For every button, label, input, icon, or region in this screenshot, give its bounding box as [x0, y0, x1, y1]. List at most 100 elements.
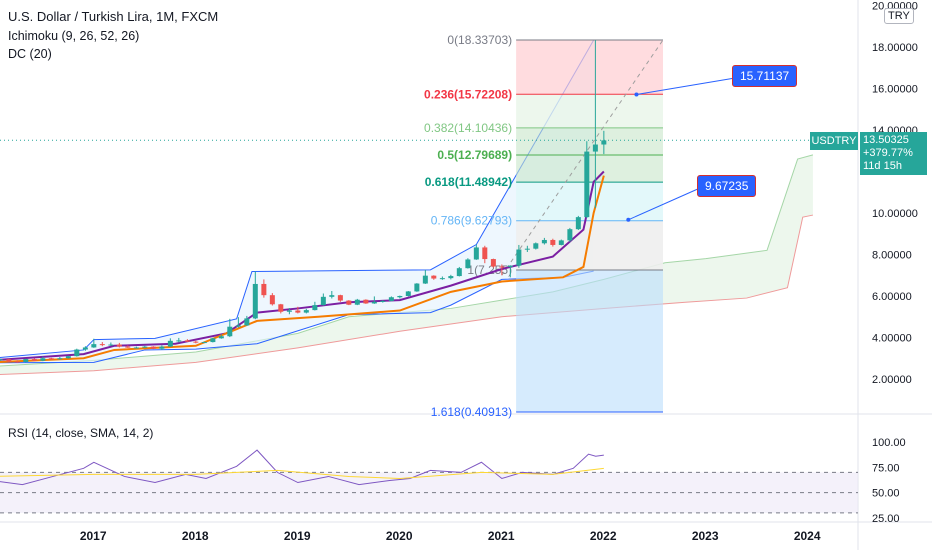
candle-body — [116, 344, 122, 347]
fib-level-label: 1.618(0.40913) — [431, 405, 512, 419]
candle-body — [184, 340, 190, 342]
candle-body — [312, 305, 318, 311]
candle-body — [558, 240, 564, 245]
callout-upper[interactable]: 15.71137 — [732, 65, 798, 87]
candle-body — [252, 283, 258, 319]
candle-body — [218, 336, 224, 339]
fib-zone — [516, 94, 663, 128]
candle-body — [303, 310, 309, 313]
candle-body — [23, 359, 29, 362]
candle-body — [167, 340, 173, 347]
price-tick-label: 4.00000 — [872, 332, 912, 344]
candle-body — [48, 358, 54, 360]
candle-body — [422, 275, 428, 284]
time-tick-label: 2022 — [590, 529, 617, 543]
candle-body — [244, 318, 250, 326]
time-tick-label: 2018 — [182, 529, 209, 543]
fib-level-label: 0.236(15.72208) — [424, 87, 512, 101]
time-tick-label: 2019 — [284, 529, 311, 543]
chart-title: U.S. Dollar / Turkish Lira, 1M, FXCM — [8, 9, 219, 24]
candle-body — [499, 266, 505, 268]
candle-body — [176, 340, 182, 342]
candle-body — [210, 338, 216, 343]
candle-body — [524, 248, 530, 250]
candle-body — [40, 358, 46, 361]
callout-anchor — [634, 92, 639, 97]
time-tick-label: 2020 — [386, 529, 413, 543]
candle-body — [439, 278, 445, 280]
candle-body — [507, 265, 513, 267]
price-change: +379.77% — [863, 147, 913, 159]
time-tick-label: 2024 — [794, 529, 821, 543]
candle-body — [405, 291, 411, 296]
fib-zone — [516, 220, 663, 270]
candle-body — [516, 249, 522, 266]
candle-body — [91, 344, 97, 348]
candle-body — [601, 140, 607, 145]
fib-level-label: 0.5(12.79689) — [437, 148, 512, 162]
price-tick-label: 10.00000 — [872, 208, 918, 220]
candle-body — [31, 359, 37, 361]
candle-body — [567, 229, 573, 241]
candle-body — [57, 358, 63, 360]
candle-body — [575, 217, 581, 230]
price-tick-label: 6.00000 — [872, 291, 912, 303]
candle-body — [337, 295, 343, 301]
fib-zone — [516, 269, 663, 412]
fib-level-label: 0(18.33703) — [447, 33, 512, 47]
candle-body — [201, 342, 207, 344]
rsi-legend[interactable]: RSI (14, close, SMA, 14, 2) — [8, 426, 154, 440]
price-tick-label: 8.00000 — [872, 249, 912, 261]
candle-body — [150, 346, 156, 349]
candle-body — [125, 346, 131, 348]
fib-level-label: 1(7.255) — [467, 263, 512, 277]
candle-body — [269, 295, 275, 305]
last-price: 13.50325 — [863, 134, 909, 146]
candle-body — [108, 344, 114, 346]
rsi-tick-label: 75.00 — [872, 462, 900, 474]
callout-lower[interactable]: 9.67235 — [697, 175, 757, 197]
candle-body — [159, 346, 165, 349]
callout-connector — [628, 187, 701, 221]
candle-body — [0, 359, 3, 361]
candle-body — [286, 310, 292, 312]
candle-body — [533, 243, 539, 249]
candle-body — [448, 276, 454, 279]
donchian-legend[interactable]: DC (20) — [8, 47, 52, 61]
candle-body — [380, 300, 386, 302]
candle-body — [371, 301, 377, 304]
ichimoku-kijun — [0, 175, 605, 364]
callout-anchor — [626, 217, 631, 222]
rsi-tick-label: 100.00 — [872, 437, 906, 449]
candle-body — [295, 310, 301, 313]
candle-body — [388, 297, 394, 301]
candle-body — [193, 341, 199, 343]
candle-body — [14, 361, 20, 363]
candle-body — [363, 299, 369, 304]
candle-body — [482, 247, 488, 260]
candle-body — [541, 239, 547, 244]
fib-level-label: 0.382(14.10436) — [424, 121, 512, 135]
symbol-tag: USDTRY — [810, 132, 858, 150]
price-tick-label: 18.00000 — [872, 42, 918, 54]
candle-body — [414, 283, 420, 292]
time-tick-label: 2021 — [488, 529, 515, 543]
candle-body — [397, 295, 403, 298]
candle-body — [261, 283, 267, 296]
candle-body — [550, 239, 556, 245]
fib-level-label: 0.786(9.62793) — [431, 214, 512, 228]
time-tick-label: 2023 — [692, 529, 719, 543]
candle-body — [431, 275, 437, 279]
ichimoku-legend[interactable]: Ichimoku (9, 26, 52, 26) — [8, 29, 140, 43]
candle-body — [99, 344, 105, 346]
candle-body — [142, 346, 148, 348]
candle-body — [490, 259, 496, 267]
candle-body — [346, 300, 352, 305]
time-tick-label: 2017 — [80, 529, 107, 543]
candle-body — [74, 349, 80, 357]
candle-body — [473, 247, 479, 260]
candle-body — [320, 296, 326, 306]
currency-badge[interactable]: TRY — [884, 8, 914, 24]
candle-body — [278, 304, 284, 312]
